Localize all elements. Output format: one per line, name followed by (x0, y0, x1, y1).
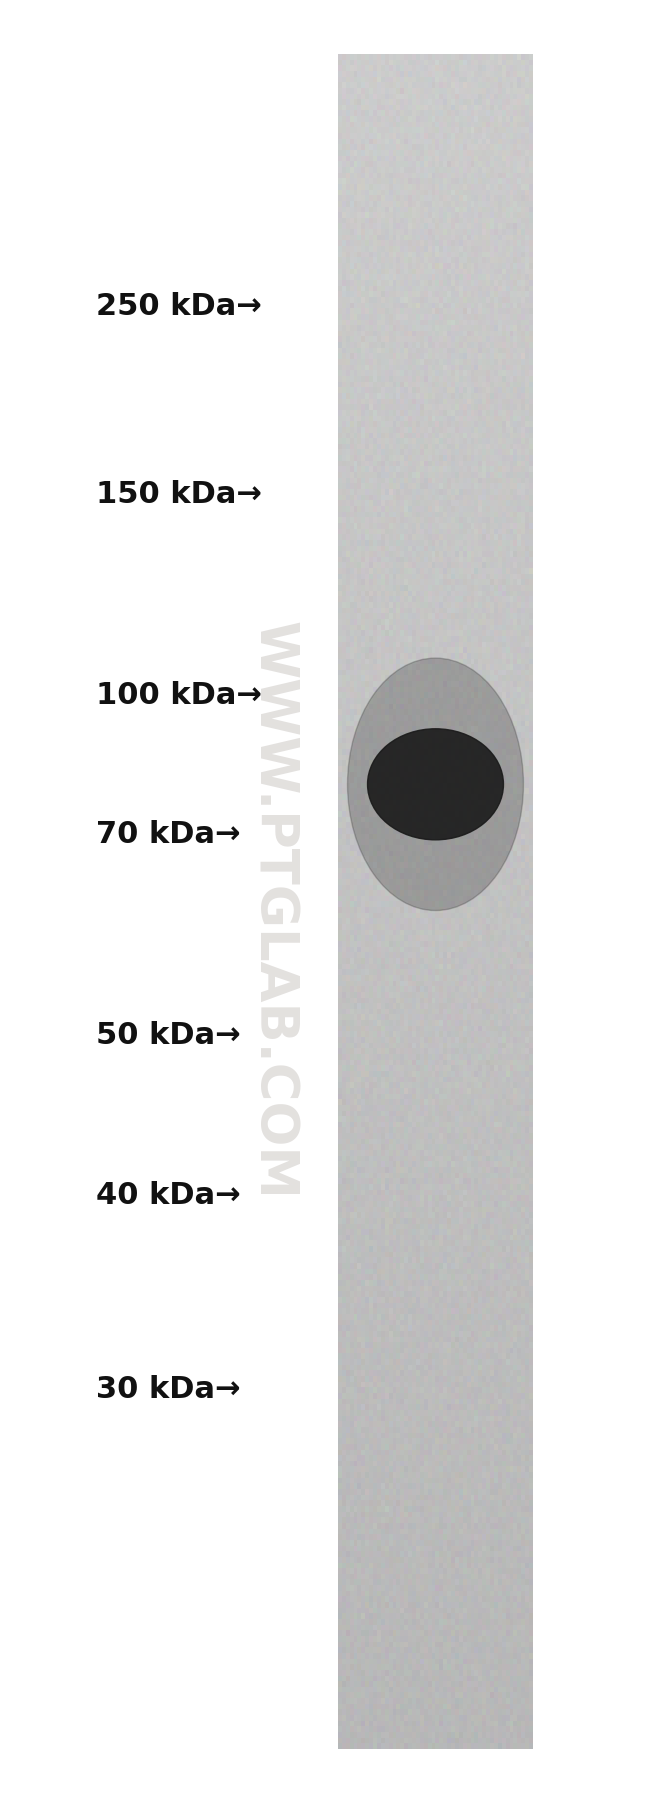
Text: 30 kDa→: 30 kDa→ (96, 1376, 241, 1405)
Text: 50 kDa→: 50 kDa→ (96, 1020, 241, 1049)
Ellipse shape (348, 658, 523, 911)
Text: WWW.PTGLAB.COM: WWW.PTGLAB.COM (246, 620, 299, 1201)
Text: 250 kDa→: 250 kDa→ (96, 292, 262, 321)
Ellipse shape (367, 728, 504, 840)
Text: 40 kDa→: 40 kDa→ (96, 1181, 241, 1210)
Text: 70 kDa→: 70 kDa→ (96, 820, 241, 849)
Text: 150 kDa→: 150 kDa→ (96, 480, 262, 508)
Text: 100 kDa→: 100 kDa→ (96, 682, 262, 710)
